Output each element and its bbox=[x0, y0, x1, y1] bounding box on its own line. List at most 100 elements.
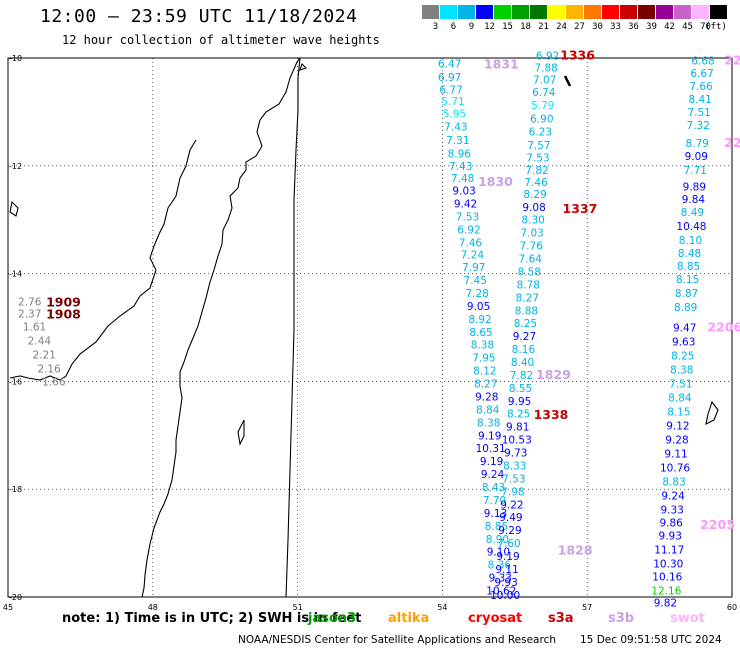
wave-height-label[interactable]: 8.43 bbox=[482, 482, 505, 494]
wave-height-label[interactable]: 7.31 bbox=[446, 135, 469, 147]
wave-height-label[interactable]: 2.37 bbox=[18, 308, 41, 320]
wave-height-label[interactable]: 8.48 bbox=[678, 248, 701, 260]
wave-height-label[interactable]: 7.43 bbox=[444, 121, 467, 133]
wave-height-label[interactable]: 9.73 bbox=[504, 448, 527, 460]
wave-height-label[interactable]: 9.11 bbox=[664, 449, 687, 461]
wave-height-label[interactable]: 7.82 bbox=[510, 370, 533, 382]
wave-height-label[interactable]: 6.90 bbox=[530, 113, 553, 125]
wave-height-label[interactable]: 8.65 bbox=[469, 327, 492, 339]
wave-height-label[interactable]: 7.46 bbox=[524, 177, 548, 189]
wave-height-label[interactable]: 9.03 bbox=[452, 186, 475, 198]
wave-height-label[interactable]: 7.46 bbox=[459, 237, 483, 249]
wave-height-label[interactable]: 9.19 bbox=[478, 430, 501, 442]
wave-height-label[interactable]: 5.95 bbox=[443, 109, 466, 121]
wave-height-label[interactable]: 6.92 bbox=[536, 50, 559, 62]
wave-height-label[interactable]: 8.15 bbox=[667, 407, 690, 419]
wave-height-label[interactable]: 9.47 bbox=[673, 323, 696, 335]
wave-height-label[interactable]: 8.79 bbox=[686, 138, 709, 150]
wave-height-label[interactable]: 8.38 bbox=[471, 340, 494, 352]
wave-height-label[interactable]: 8.29 bbox=[523, 189, 546, 201]
wave-height-label[interactable]: 8.12 bbox=[473, 366, 496, 378]
wave-height-label[interactable]: 9.93 bbox=[494, 577, 517, 589]
wave-height-label[interactable]: 7.57 bbox=[527, 140, 550, 152]
wave-height-label[interactable]: 2.76 bbox=[18, 297, 42, 309]
wave-height-label[interactable]: 9.24 bbox=[481, 469, 505, 481]
wave-height-label[interactable]: 7.51 bbox=[669, 379, 692, 391]
wave-height-label[interactable]: 5.79 bbox=[531, 100, 554, 112]
wave-height-label[interactable]: 8.25 bbox=[507, 409, 530, 421]
wave-height-label[interactable]: 9.22 bbox=[500, 499, 523, 511]
wave-height-label[interactable]: 7.88 bbox=[534, 63, 557, 75]
wave-height-label[interactable]: 8.27 bbox=[474, 379, 497, 391]
wave-height-label[interactable]: 7.71 bbox=[684, 165, 707, 177]
wave-height-label[interactable]: 10.30 bbox=[653, 559, 683, 571]
wave-height-label[interactable]: 9.11 bbox=[495, 564, 518, 576]
wave-height-label[interactable]: 6.74 bbox=[532, 87, 556, 99]
wave-height-label[interactable]: 7.60 bbox=[497, 538, 520, 550]
wave-height-label[interactable]: 9.33 bbox=[660, 505, 683, 517]
wave-height-label[interactable]: 7.48 bbox=[451, 173, 474, 185]
wave-height-label[interactable]: 10.53 bbox=[502, 435, 532, 447]
wave-height-label[interactable]: 8.27 bbox=[516, 292, 539, 304]
wave-height-label[interactable]: 8.90 bbox=[486, 534, 509, 546]
wave-height-label[interactable]: 7.98 bbox=[501, 486, 524, 498]
wave-height-label[interactable]: 10.31 bbox=[476, 443, 506, 455]
wave-height-label[interactable]: 9.19 bbox=[480, 456, 503, 468]
wave-height-label[interactable]: 9.28 bbox=[665, 435, 688, 447]
wave-height-label[interactable]: 7.76 bbox=[520, 241, 544, 253]
wave-height-label[interactable]: 7.24 bbox=[461, 250, 485, 262]
wave-height-label[interactable]: 7.07 bbox=[533, 75, 556, 87]
wave-height-label[interactable]: 8.49 bbox=[681, 207, 704, 219]
wave-height-label[interactable]: 7.51 bbox=[687, 107, 710, 119]
wave-height-label[interactable]: 8.38 bbox=[477, 417, 500, 429]
wave-height-label[interactable]: 7.53 bbox=[456, 211, 479, 223]
wave-height-label[interactable]: 9.08 bbox=[522, 202, 545, 214]
wave-height-label[interactable]: 9.09 bbox=[685, 151, 708, 163]
wave-height-label[interactable]: 9.82 bbox=[654, 597, 677, 609]
wave-height-label[interactable]: 9.33 bbox=[489, 573, 512, 585]
wave-height-label[interactable]: 12.16 bbox=[651, 586, 681, 598]
wave-height-label[interactable]: 8.89 bbox=[674, 302, 697, 314]
wave-height-label[interactable]: 9.95 bbox=[508, 396, 531, 408]
wave-height-label[interactable]: 8.40 bbox=[511, 357, 534, 369]
wave-height-label[interactable]: 9.63 bbox=[672, 337, 695, 349]
wave-height-label[interactable]: 8.58 bbox=[518, 266, 541, 278]
wave-height-label[interactable]: 7.03 bbox=[520, 228, 543, 240]
wave-height-label[interactable]: 7.66 bbox=[689, 81, 713, 93]
wave-height-label[interactable]: 8.87 bbox=[675, 288, 698, 300]
wave-height-label[interactable]: 7.95 bbox=[472, 353, 495, 365]
wave-height-label[interactable]: 8.25 bbox=[514, 318, 537, 330]
wave-height-label[interactable]: 2.16 bbox=[37, 363, 61, 375]
wave-height-label[interactable]: 9.81 bbox=[506, 422, 529, 434]
wave-height-label[interactable]: 9.28 bbox=[475, 391, 498, 403]
wave-height-label[interactable]: 8.85 bbox=[485, 521, 508, 533]
wave-height-label[interactable]: 9.24 bbox=[661, 491, 685, 503]
wave-height-label[interactable]: 8.88 bbox=[515, 305, 538, 317]
wave-height-label[interactable]: 8.10 bbox=[679, 235, 702, 247]
wave-height-label[interactable]: 7.43 bbox=[449, 161, 472, 173]
wave-height-label[interactable]: 9.93 bbox=[659, 531, 682, 543]
wave-height-label[interactable]: 1.66 bbox=[42, 376, 66, 388]
wave-height-label[interactable]: 10.16 bbox=[652, 572, 682, 584]
wave-height-label[interactable]: 8.96 bbox=[448, 148, 472, 160]
wave-height-label[interactable]: 10.48 bbox=[676, 221, 706, 233]
wave-height-label[interactable]: 8.15 bbox=[676, 274, 699, 286]
wave-height-label[interactable]: 6.68 bbox=[691, 56, 714, 68]
wave-height-label[interactable]: 9.05 bbox=[467, 301, 490, 313]
wave-height-label[interactable]: 7.64 bbox=[519, 254, 543, 266]
wave-height-label[interactable]: 8.55 bbox=[509, 383, 532, 395]
wave-height-label[interactable]: 9.89 bbox=[683, 181, 706, 193]
wave-height-label[interactable]: 9.19 bbox=[496, 551, 519, 563]
wave-height-label[interactable]: 6.47 bbox=[438, 58, 461, 70]
wave-height-label[interactable]: 7.97 bbox=[462, 262, 485, 274]
wave-height-label[interactable]: 8.30 bbox=[521, 215, 544, 227]
wave-height-label[interactable]: 8.84 bbox=[668, 393, 692, 405]
wave-height-label[interactable]: 2.44 bbox=[28, 335, 52, 347]
wave-height-label[interactable]: 2.21 bbox=[33, 349, 56, 361]
wave-height-label[interactable]: 9.42 bbox=[454, 199, 477, 211]
wave-height-label[interactable]: 7.82 bbox=[525, 165, 548, 177]
wave-height-label[interactable]: 8.38 bbox=[670, 365, 693, 377]
wave-height-label[interactable]: 8.84 bbox=[476, 404, 500, 416]
wave-height-label[interactable]: 6.92 bbox=[457, 224, 480, 236]
